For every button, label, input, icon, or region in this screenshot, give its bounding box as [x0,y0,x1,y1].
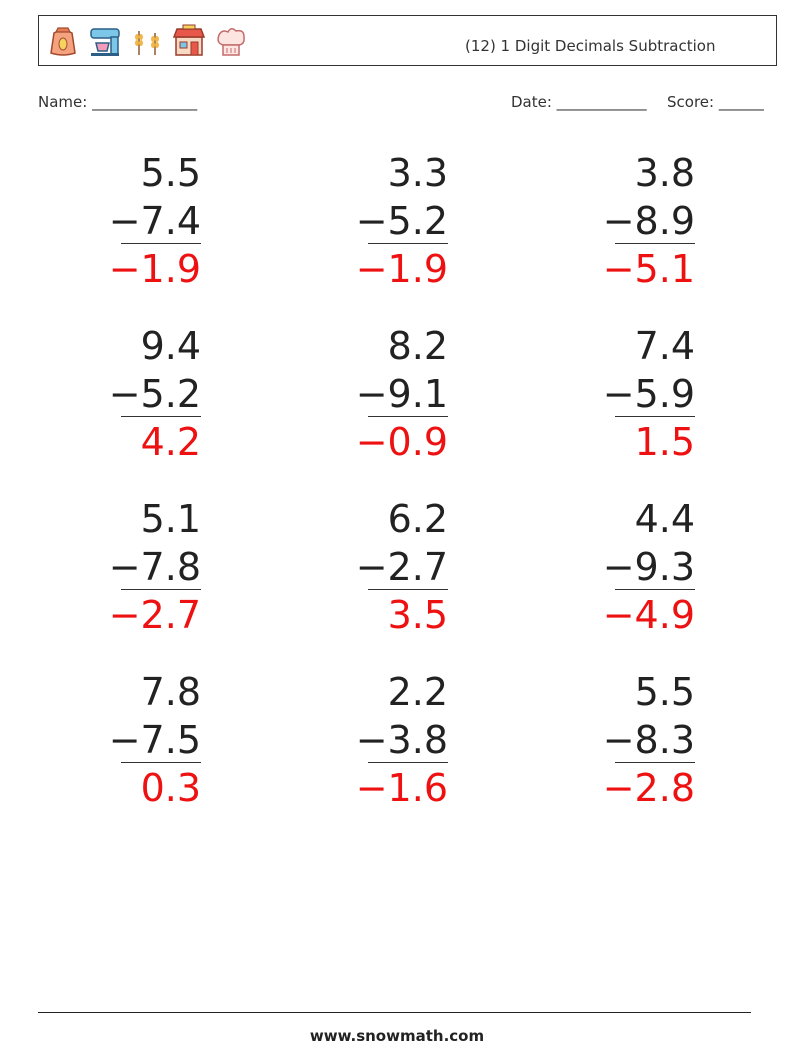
chef-hat-icon [217,28,245,56]
answer-rule [121,416,201,417]
answer-rule [121,243,201,244]
header-icons [45,23,249,59]
answer: −2.7 [108,593,201,637]
problem-12: 5.5 −8.3 −2.8 [575,668,695,828]
answer-rule [368,589,448,590]
problem-4: 9.4 −5.2 4.2 [81,322,201,482]
answer: −1.6 [355,766,448,810]
answer-rule [121,589,201,590]
answer: 4.2 [140,420,201,464]
subtrahend: −5.2 [355,199,448,243]
minuend: 5.1 [140,497,201,541]
problem-9: 4.4 −9.3 −4.9 [575,495,695,655]
answer: 0.3 [140,766,201,810]
minuend: 9.4 [140,324,201,368]
subtrahend: −7.4 [108,199,201,243]
minuend: 3.8 [634,151,695,195]
subtrahend: −2.7 [355,545,448,589]
answer-rule [615,589,695,590]
problem-3: 3.8 −8.9 −5.1 [575,149,695,309]
answer: −5.1 [602,247,695,291]
minuend: 6.2 [387,497,448,541]
subtrahend: −8.3 [602,718,695,762]
answer: 3.5 [387,593,448,637]
name-field-label: Name: ______________ [38,93,198,111]
answer-rule [121,762,201,763]
answer-rule [615,762,695,763]
subtrahend: −3.8 [355,718,448,762]
problem-6: 7.4 −5.9 1.5 [575,322,695,482]
problem-10: 7.8 −7.5 0.3 [81,668,201,828]
answer-rule [615,243,695,244]
footer-divider [38,1012,751,1013]
footer-url: www.snowmath.com [309,1027,485,1045]
minuend: 7.8 [140,670,201,714]
answer: 1.5 [634,420,695,464]
minuend: 4.4 [634,497,695,541]
problem-1: 5.5 −7.4 −1.9 [81,149,201,309]
problem-2: 3.3 −5.2 −1.9 [328,149,448,309]
minuend: 5.5 [140,151,201,195]
answer: −1.9 [108,247,201,291]
problem-11: 2.2 −3.8 −1.6 [328,668,448,828]
answer: −4.9 [602,593,695,637]
minuend: 7.4 [634,324,695,368]
answer: −0.9 [355,420,448,464]
stand-mixer-icon [90,28,120,56]
minuend: 8.2 [387,324,448,368]
wheat-icon [135,31,159,55]
minuend: 3.3 [387,151,448,195]
score-field-label: Score: ______ [667,93,764,111]
problem-7: 5.1 −7.8 −2.7 [81,495,201,655]
minuend: 2.2 [387,670,448,714]
subtrahend: −9.1 [355,372,448,416]
subtrahend: −7.8 [108,545,201,589]
subtrahend: −8.9 [602,199,695,243]
subtrahend: −9.3 [602,545,695,589]
answer: −1.9 [355,247,448,291]
worksheet-title: (12) 1 Digit Decimals Subtraction [465,37,716,55]
answer: −2.8 [602,766,695,810]
problem-5: 8.2 −9.1 −0.9 [328,322,448,482]
answer-rule [368,762,448,763]
subtrahend: −7.5 [108,718,201,762]
bakery-shop-icon [172,24,206,56]
minuend: 5.5 [634,670,695,714]
answer-rule [368,243,448,244]
subtrahend: −5.2 [108,372,201,416]
subtrahend: −5.9 [602,372,695,416]
answer-rule [368,416,448,417]
header-box: (12) 1 Digit Decimals Subtraction [38,15,777,66]
answer-rule [615,416,695,417]
problem-8: 6.2 −2.7 3.5 [328,495,448,655]
flour-sack-icon [50,27,76,56]
date-field-label: Date: ____________ [511,93,647,111]
